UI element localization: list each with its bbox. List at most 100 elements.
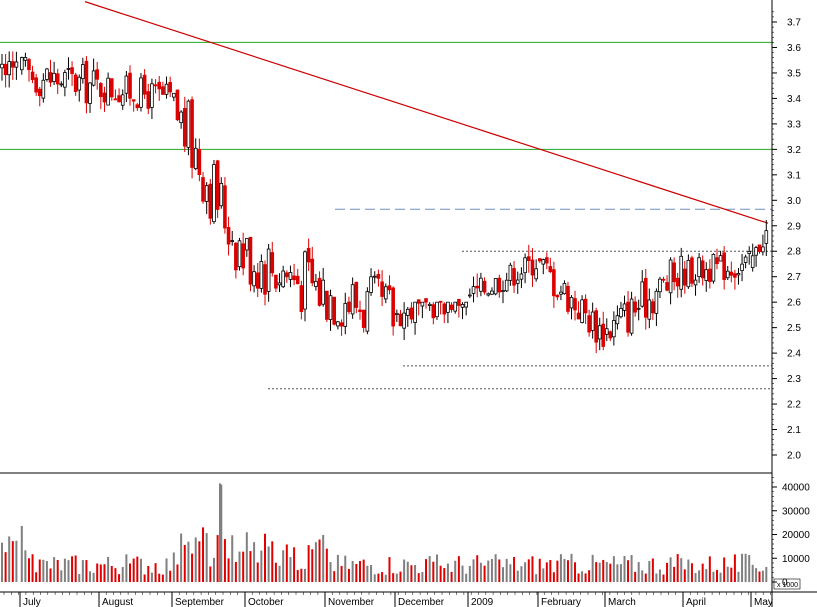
candle-body xyxy=(48,72,53,83)
candle-body xyxy=(431,304,436,319)
volume-bar xyxy=(598,562,601,582)
y-tick-label: 2.8 xyxy=(787,247,801,258)
volume-bar xyxy=(698,570,701,582)
candle-body xyxy=(643,277,648,318)
volume-bar xyxy=(457,556,460,582)
volume-bar xyxy=(392,573,395,582)
candle-body xyxy=(675,277,680,287)
candle-body xyxy=(405,308,410,316)
candle-body xyxy=(208,183,213,219)
volume-bar xyxy=(129,563,132,582)
candle-body xyxy=(530,259,535,276)
volume-unit-box xyxy=(773,578,801,590)
volume-bar xyxy=(139,558,142,582)
volume-bar xyxy=(623,555,626,582)
candle-body xyxy=(259,261,264,289)
volume-bar xyxy=(410,565,413,582)
candle-body xyxy=(413,301,417,323)
volume-bar xyxy=(191,553,194,582)
volume-bar xyxy=(563,558,566,582)
candle-body xyxy=(552,269,556,297)
candle-body xyxy=(204,185,209,202)
volume-bar xyxy=(187,541,190,582)
volume-bar xyxy=(406,561,409,582)
volume-bar xyxy=(92,572,95,582)
candle-body xyxy=(252,271,256,287)
candle-body xyxy=(52,72,56,82)
candle-body xyxy=(486,293,491,296)
volume-bar xyxy=(278,565,281,582)
candle-body xyxy=(190,99,194,168)
volume-bar xyxy=(253,542,256,582)
volume-bar xyxy=(322,534,325,582)
candle-body xyxy=(369,276,373,293)
candle-body xyxy=(604,328,609,335)
candle-body xyxy=(661,278,666,281)
candle-body xyxy=(615,315,620,325)
volume-bar xyxy=(285,544,288,582)
candle-body xyxy=(640,281,645,307)
volume-bar xyxy=(479,562,482,582)
volume-bar xyxy=(450,571,453,582)
candle-body xyxy=(328,295,333,320)
candle-body xyxy=(395,312,399,316)
candle-body xyxy=(99,83,103,97)
candle-body xyxy=(471,286,476,294)
candle-body xyxy=(590,311,595,331)
volume-bar xyxy=(690,563,693,582)
y-tick-label: 2.9 xyxy=(787,221,801,232)
volume-bar xyxy=(347,568,350,582)
candle-body xyxy=(27,59,31,71)
volume-bar xyxy=(502,567,504,582)
candle-body xyxy=(387,285,392,291)
volume-bar xyxy=(651,558,654,582)
candle-body xyxy=(435,301,439,318)
candle-body xyxy=(113,98,118,101)
month-label: May xyxy=(754,597,773,607)
volume-bar xyxy=(494,554,497,582)
volume-bar xyxy=(591,554,594,582)
candle-body xyxy=(37,88,42,97)
volume-bar xyxy=(577,573,580,582)
candle-body xyxy=(245,238,249,251)
candle-body xyxy=(120,94,125,106)
volume-bar xyxy=(531,556,534,582)
volume-bar xyxy=(24,550,27,582)
candle-body xyxy=(59,83,64,86)
candle-body xyxy=(761,246,765,253)
volume-bar xyxy=(472,559,475,582)
candle-body xyxy=(277,282,282,286)
volume-bar xyxy=(169,570,172,582)
volume-bar xyxy=(249,551,252,582)
y-tick-label: 2.3 xyxy=(787,374,801,385)
candle-body xyxy=(172,92,176,98)
candle-body xyxy=(285,272,289,278)
volume-bar xyxy=(45,561,48,582)
volume-bar xyxy=(627,560,630,582)
candle-body xyxy=(124,75,129,94)
candle-body xyxy=(424,298,428,303)
candle-body xyxy=(629,298,634,334)
volume-bar xyxy=(194,537,197,582)
y-tick-label: 3.0 xyxy=(787,196,801,207)
volume-bar xyxy=(476,555,479,582)
candle-body xyxy=(23,57,28,61)
candle-body xyxy=(321,279,325,305)
volume-bar xyxy=(524,562,527,582)
volume-bar xyxy=(289,557,292,582)
candle-body xyxy=(212,164,216,223)
candle-body xyxy=(654,290,659,314)
volume-bar xyxy=(545,562,548,582)
candle-body xyxy=(380,281,384,297)
volume-bar xyxy=(487,560,490,582)
volume-bar xyxy=(461,565,464,582)
volume-bar xyxy=(96,563,99,582)
y-tick-label: 3.1 xyxy=(787,170,801,181)
volume-bar xyxy=(726,566,729,582)
volume-bar xyxy=(421,572,424,582)
volume-bar xyxy=(1,542,3,582)
candle-body xyxy=(146,91,151,109)
candle-body xyxy=(409,307,414,320)
candle-body xyxy=(446,301,450,313)
